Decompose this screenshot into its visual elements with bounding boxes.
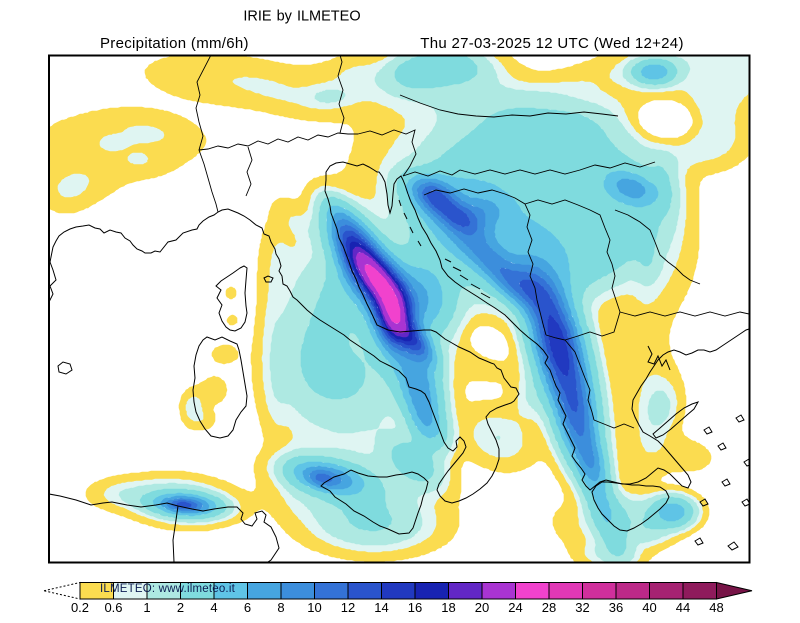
svg-text:10: 10: [307, 600, 321, 615]
svg-text:28: 28: [542, 600, 556, 615]
svg-text:0.6: 0.6: [104, 600, 122, 615]
svg-text:18: 18: [441, 600, 455, 615]
svg-text:36: 36: [609, 600, 623, 615]
svg-text:2: 2: [177, 600, 184, 615]
svg-text:IRIE by ILMETEO: IRIE by ILMETEO: [243, 9, 360, 25]
svg-text:12: 12: [341, 600, 355, 615]
svg-text:24: 24: [508, 600, 522, 615]
svg-text:14: 14: [374, 600, 388, 615]
svg-text:ILMETEO: www.ilmeteo.it: ILMETEO: www.ilmeteo.it: [100, 583, 236, 595]
svg-text:16: 16: [408, 600, 422, 615]
svg-text:0.2: 0.2: [71, 600, 89, 615]
svg-text:Precipitation (mm/6h): Precipitation (mm/6h): [100, 35, 249, 52]
svg-text:1: 1: [143, 600, 150, 615]
svg-text:6: 6: [244, 600, 251, 615]
svg-text:48: 48: [709, 600, 723, 615]
svg-text:4: 4: [210, 600, 217, 615]
svg-text:8: 8: [277, 600, 284, 615]
svg-text:20: 20: [475, 600, 489, 615]
svg-text:44: 44: [676, 600, 690, 615]
svg-text:40: 40: [642, 600, 656, 615]
svg-text:Thu 27-03-2025 12 UTC (Wed: Thu 27-03-2025 12 UTC (Wed 12+24): [420, 35, 684, 52]
svg-text:32: 32: [575, 600, 589, 615]
